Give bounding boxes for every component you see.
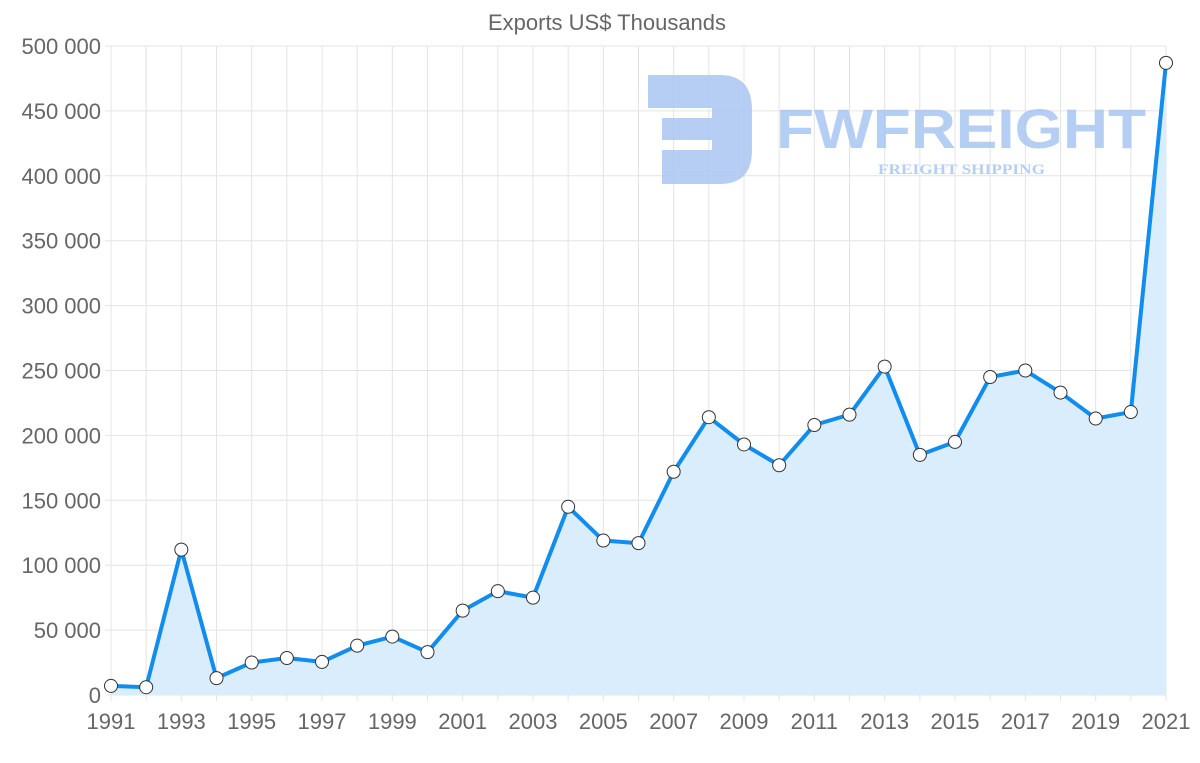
y-tick-label: 200 000 (21, 423, 101, 448)
chart-title: Exports US$ Thousands (488, 10, 726, 35)
x-tick-label: 2015 (931, 709, 980, 734)
data-point-2003[interactable] (526, 590, 540, 605)
data-point-2015[interactable] (948, 434, 962, 449)
y-tick-label: 250 000 (21, 359, 101, 384)
data-point-2017[interactable] (1018, 363, 1033, 378)
data-point-2021[interactable] (1159, 55, 1173, 70)
y-tick-label: 500 000 (21, 34, 101, 59)
x-tick-label: 2013 (860, 709, 909, 734)
x-tick-label: 2001 (438, 709, 487, 734)
data-point-2018[interactable] (1053, 385, 1068, 400)
x-tick-label: 2009 (720, 709, 769, 734)
x-tick-label: 1999 (368, 709, 417, 734)
data-point-1994[interactable] (209, 671, 224, 686)
data-point-1996[interactable] (279, 651, 294, 666)
data-point-2012[interactable] (842, 407, 857, 422)
data-point-2000[interactable] (420, 645, 435, 660)
data-point-2020[interactable] (1123, 405, 1138, 420)
data-point-2014[interactable] (912, 447, 927, 462)
watermark-logo: FWFREIGHT FREIGHT SHIPPING (648, 75, 1146, 184)
y-tick-label: 0 (89, 683, 101, 708)
x-tick-label: 2003 (509, 709, 558, 734)
x-tick-label: 2011 (791, 709, 838, 734)
y-tick-label: 450 000 (21, 99, 101, 124)
data-point-1999[interactable] (385, 629, 400, 644)
data-point-1995[interactable] (244, 655, 259, 670)
data-points (104, 55, 1173, 695)
data-point-2005[interactable] (596, 533, 611, 548)
data-point-2009[interactable] (737, 437, 751, 452)
y-axis-ticks: 0 50 000 100 000 150 000 200 000 250 000 300 0… (21, 34, 101, 708)
y-tick-label: 150 000 (21, 488, 101, 513)
x-tick-label: 2007 (649, 709, 698, 734)
data-point-2013[interactable] (877, 359, 892, 374)
x-tick-label: 2005 (579, 709, 628, 734)
data-point-2011[interactable] (807, 418, 822, 433)
data-point-2016[interactable] (983, 369, 998, 384)
data-point-2010[interactable] (772, 458, 787, 473)
data-point-2004[interactable] (561, 499, 576, 514)
x-tick-label: 1997 (298, 709, 347, 734)
data-point-1991[interactable] (104, 678, 118, 693)
logo-mark-icon (648, 75, 752, 184)
watermark-tagline: FREIGHT SHIPPING (878, 162, 1045, 178)
data-point-1998[interactable] (350, 638, 365, 653)
y-tick-label: 50 000 (34, 618, 101, 643)
x-tick-label: 2017 (1001, 709, 1050, 734)
x-axis-ticks: 1991 1993 1995 1997 1999 2001 2003 2005 2007 2009… (87, 709, 1191, 734)
data-point-2002[interactable] (490, 584, 505, 599)
data-point-2008[interactable] (701, 410, 716, 425)
y-tick-label: 100 000 (21, 553, 101, 578)
data-point-2019[interactable] (1088, 411, 1103, 426)
y-tick-label: 350 000 (21, 229, 101, 254)
x-tick-label: 1991 (87, 709, 136, 734)
x-tick-label: 2021 (1142, 709, 1191, 734)
watermark-brand: FWFREIGHT (776, 97, 1146, 160)
x-tick-label: 1993 (157, 709, 206, 734)
data-point-2006[interactable] (631, 536, 646, 551)
y-tick-label: 400 000 (21, 164, 101, 189)
data-point-2007[interactable] (666, 464, 681, 479)
x-tick-label: 1995 (227, 709, 276, 734)
data-point-1997[interactable] (315, 654, 329, 669)
y-tick-label: 300 000 (21, 294, 101, 319)
x-tick-label: 2019 (1071, 709, 1120, 734)
area-fill (111, 62, 1166, 695)
data-point-2001[interactable] (455, 603, 470, 618)
data-point-1992[interactable] (139, 680, 154, 695)
data-point-1993[interactable] (174, 542, 189, 557)
